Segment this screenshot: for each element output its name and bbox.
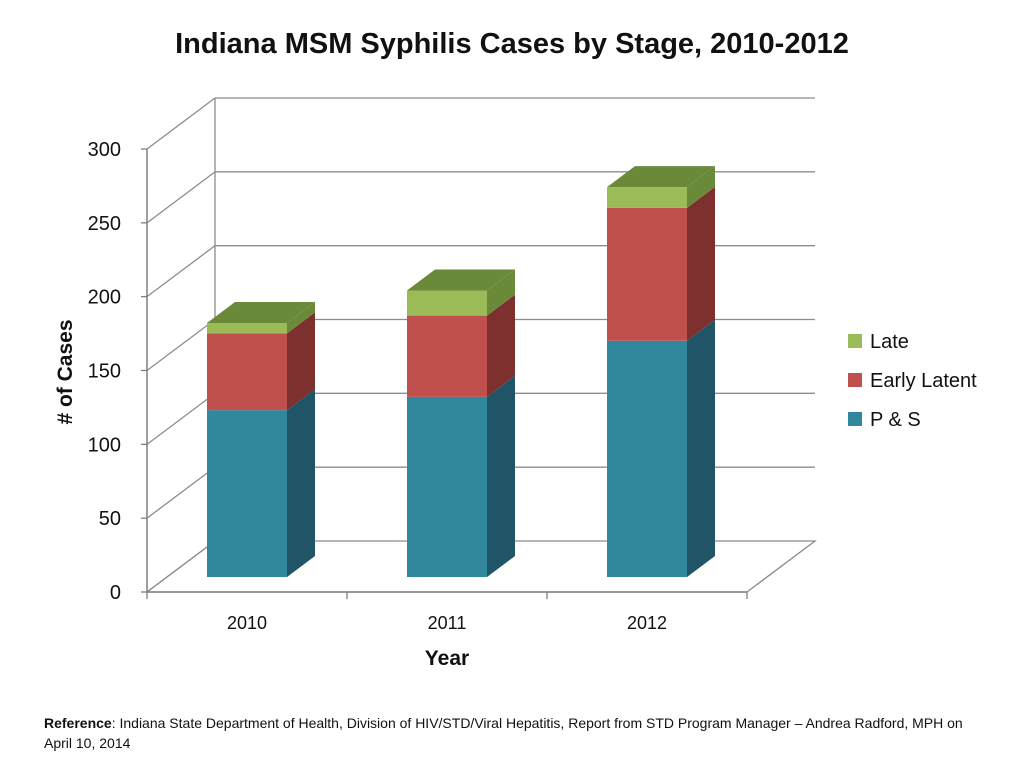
legend-swatch xyxy=(848,412,862,426)
bar-side xyxy=(487,294,515,397)
y-tick-label: 250 xyxy=(88,213,121,235)
bar-side xyxy=(287,389,315,577)
side-gridline xyxy=(146,97,216,150)
bar-segment xyxy=(407,375,515,577)
x-tick-label: 2012 xyxy=(627,613,667,633)
bar-segment xyxy=(207,302,315,334)
side-gridline xyxy=(146,318,216,372)
bar-front xyxy=(207,333,287,411)
bar-side xyxy=(487,375,515,577)
side-gridline xyxy=(146,245,216,298)
bar-segment xyxy=(607,186,715,341)
bar-stack xyxy=(207,302,315,577)
bar-group xyxy=(207,166,715,577)
legend-item: Late xyxy=(848,331,909,353)
legend-swatch xyxy=(848,334,862,348)
axes: 0 50 100 150 200 250 300 2010 2011 2012 Year # of C… xyxy=(54,139,748,670)
y-tick-label: 100 xyxy=(88,434,121,456)
bar-front xyxy=(207,323,287,334)
bar-segment xyxy=(207,312,315,411)
y-axis-title: # of Cases xyxy=(54,319,77,424)
legend-swatch xyxy=(848,373,862,387)
bar-front xyxy=(607,187,687,208)
bar-front xyxy=(207,410,287,577)
legend-item: Early Latent xyxy=(848,370,977,392)
x-tick-label: 2011 xyxy=(428,613,467,633)
bar-segment xyxy=(207,389,315,577)
legend-label: Early Latent xyxy=(870,370,977,392)
legend-item: P & S xyxy=(848,409,921,431)
bar-top xyxy=(407,269,515,291)
bar-side xyxy=(287,312,315,411)
y-tick-label: 200 xyxy=(88,287,121,309)
bar-side xyxy=(687,186,715,341)
bar-segment xyxy=(407,294,515,397)
y-tick-label: 50 xyxy=(99,508,121,530)
bar-front xyxy=(407,315,487,397)
x-axis-title: Year xyxy=(425,647,469,670)
bar-side xyxy=(487,269,515,316)
bar-front xyxy=(607,207,687,341)
legend-label: P & S xyxy=(870,409,921,431)
bar-side xyxy=(687,166,715,208)
chart-title: Indiana MSM Syphilis Cases by Stage, 201… xyxy=(175,28,849,60)
reference-note: Reference: Indiana State Department of H… xyxy=(44,713,984,753)
bar-segment xyxy=(407,269,515,316)
bar-front xyxy=(407,396,487,577)
bar-side xyxy=(687,319,715,577)
bar-segment xyxy=(607,166,715,208)
bar-top xyxy=(207,302,315,324)
legend: Late Early Latent P & S xyxy=(848,331,977,431)
y-tick-label: 300 xyxy=(88,139,121,161)
bar-stack xyxy=(407,269,515,577)
side-gridline xyxy=(146,466,216,519)
side-gridline xyxy=(146,392,216,445)
stacked-bar-chart: 0 50 100 150 200 250 300 2010 2011 2012 Year # of C… xyxy=(54,97,977,670)
bar-stack xyxy=(607,166,715,577)
x-tick-label: 2010 xyxy=(227,613,267,633)
side-gridline xyxy=(146,171,216,224)
legend-label: Late xyxy=(870,331,909,353)
reference-text: : Indiana State Department of Health, Di… xyxy=(44,715,963,751)
bar-side xyxy=(287,302,315,334)
y-tick-label: 150 xyxy=(88,361,121,383)
reference-label: Reference xyxy=(44,715,112,731)
bar-front xyxy=(407,290,487,316)
bar-segment xyxy=(607,319,715,577)
bar-top xyxy=(607,166,715,188)
bar-front xyxy=(607,340,687,577)
y-tick-label: 0 xyxy=(110,582,121,604)
